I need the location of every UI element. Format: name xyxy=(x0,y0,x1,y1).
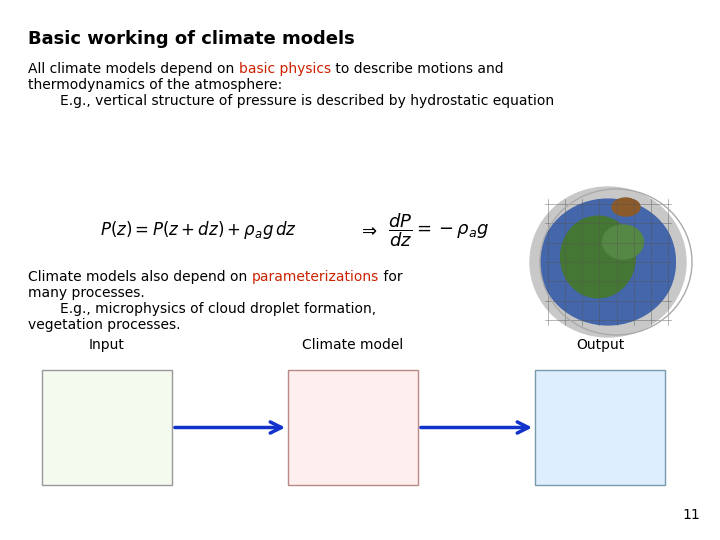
Ellipse shape xyxy=(530,187,686,337)
Ellipse shape xyxy=(603,225,644,259)
FancyBboxPatch shape xyxy=(42,370,172,485)
Text: $\Rightarrow$: $\Rightarrow$ xyxy=(358,221,378,239)
Text: Climate model: Climate model xyxy=(302,338,404,352)
Text: Weather +
Climate: Weather + Climate xyxy=(554,400,646,436)
Text: Tilt of earth,
geography,
greenhouse
gas content: Tilt of earth, geography, greenhouse gas… xyxy=(68,378,145,445)
Text: $P(z) = P(z + dz) + \rho_a g\,dz$: $P(z) = P(z + dz) + \rho_a g\,dz$ xyxy=(100,219,297,241)
Text: $\dfrac{dP}{dz} = -\rho_a g$: $\dfrac{dP}{dz} = -\rho_a g$ xyxy=(388,211,489,249)
Text: thermodynamics of the atmosphere:: thermodynamics of the atmosphere: xyxy=(28,78,282,92)
Text: E.g., microphysics of cloud droplet formation,: E.g., microphysics of cloud droplet form… xyxy=(60,302,376,316)
Ellipse shape xyxy=(540,199,676,325)
Text: Climate models also depend on: Climate models also depend on xyxy=(28,270,251,284)
Text: many processes.: many processes. xyxy=(28,286,145,300)
Text: Physics +
Parameterized
processes: Physics + Parameterized processes xyxy=(307,378,398,427)
Text: vegetation processes.: vegetation processes. xyxy=(28,318,181,332)
Text: E.g., vertical structure of pressure is described by hydrostatic equation: E.g., vertical structure of pressure is … xyxy=(60,94,554,108)
Text: 11: 11 xyxy=(683,508,700,522)
Text: basic physics: basic physics xyxy=(238,62,330,76)
Text: All climate models depend on: All climate models depend on xyxy=(28,62,238,76)
FancyBboxPatch shape xyxy=(535,370,665,485)
Text: parameterizations: parameterizations xyxy=(251,270,379,284)
Ellipse shape xyxy=(561,216,636,298)
Ellipse shape xyxy=(612,198,640,216)
Text: Basic working of climate models: Basic working of climate models xyxy=(28,30,355,48)
FancyBboxPatch shape xyxy=(288,370,418,485)
Text: Input: Input xyxy=(89,338,125,352)
Text: Output: Output xyxy=(576,338,624,352)
Text: for: for xyxy=(379,270,402,284)
Text: to describe motions and: to describe motions and xyxy=(330,62,503,76)
